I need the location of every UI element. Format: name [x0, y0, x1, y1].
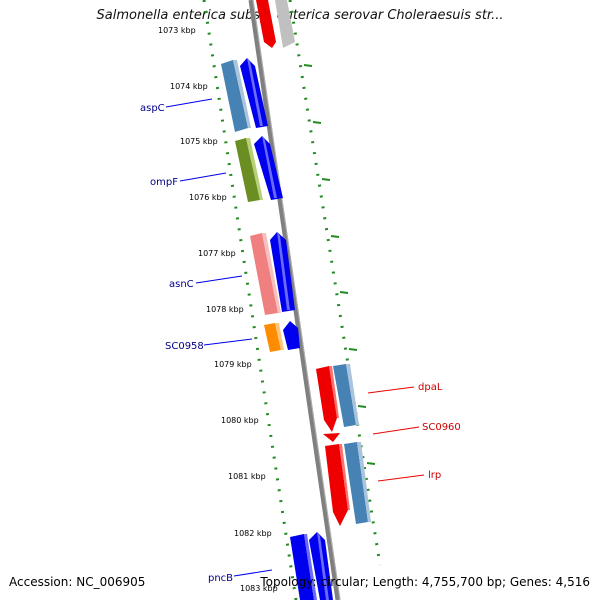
right-dotted-guide — [288, 0, 382, 566]
cog-block — [250, 233, 278, 315]
gene-label-SC0960[interactable]: SC0960 — [422, 422, 461, 433]
cog-block — [235, 138, 260, 202]
topology-info: Topology: circular; Length: 4,755,700 bp… — [260, 575, 590, 589]
tick-label: 1082 kbp — [234, 529, 272, 538]
gene-label-dpaL[interactable]: dpaL — [418, 382, 443, 393]
map-title: Salmonella enterica subsp. enterica sero… — [96, 8, 504, 23]
tick-label: 1083 kbp — [240, 584, 278, 593]
gene-feature[interactable] — [290, 534, 314, 600]
cog-block — [344, 442, 368, 524]
label-leader — [195, 275, 243, 284]
genome-backbone — [248, 0, 341, 600]
gene-label-ompF[interactable]: ompF — [150, 177, 178, 188]
label-leader — [179, 172, 227, 182]
cog-block — [246, 138, 263, 200]
tick-label: 1078 kbp — [206, 305, 244, 314]
gene-feature[interactable] — [275, 0, 295, 48]
gene-label-asnC[interactable]: asnC — [169, 279, 194, 290]
gene-label-aspC[interactable]: aspC — [140, 103, 165, 114]
tick-label: 1076 kbp — [189, 193, 227, 202]
gene-feature[interactable] — [325, 444, 348, 526]
label-leader — [233, 569, 273, 577]
cog-block — [333, 364, 356, 427]
cog-block — [264, 323, 281, 352]
cog-block — [262, 233, 281, 313]
gene-feature[interactable] — [283, 321, 300, 350]
cog-block — [233, 60, 251, 128]
gene-label-lrp[interactable]: lrp — [428, 470, 441, 481]
gene-feature[interactable] — [323, 433, 340, 442]
label-leader — [203, 338, 253, 346]
gene-feature[interactable] — [309, 532, 333, 600]
outer-tick-marks — [303, 64, 376, 465]
label-leader — [377, 474, 425, 482]
label-leader — [165, 98, 213, 108]
tick-label: 1073 kbp — [158, 26, 196, 35]
gene-label-SC0958[interactable]: SC0958 — [165, 341, 204, 352]
accession-info: Accession: NC_006905 — [9, 575, 146, 589]
tick-label: 1077 kbp — [198, 249, 236, 258]
gene-feature[interactable] — [256, 0, 276, 48]
gene-label-pncB[interactable]: pncB — [208, 573, 233, 584]
cog-block — [275, 323, 284, 350]
tick-label: 1075 kbp — [180, 137, 218, 146]
tick-label: 1081 kbp — [228, 472, 266, 481]
tick-label: 1080 kbp — [221, 416, 259, 425]
label-leader — [372, 426, 420, 435]
label-leader — [367, 386, 415, 394]
tick-label: 1079 kbp — [214, 360, 252, 369]
tick-label: 1074 kbp — [170, 82, 208, 91]
gene-feature[interactable] — [316, 366, 337, 432]
cog-block — [221, 60, 248, 132]
